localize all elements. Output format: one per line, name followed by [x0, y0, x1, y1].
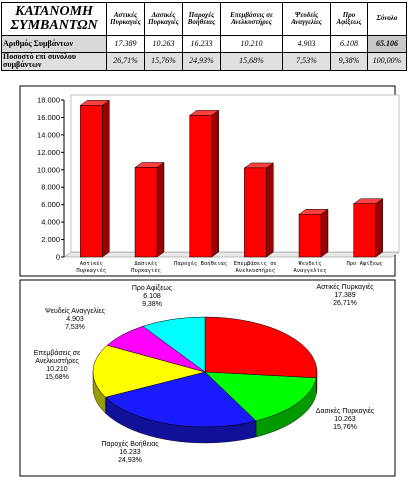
bar-side: [375, 198, 383, 258]
y-tick-label: 16.000: [37, 113, 60, 122]
pie-label-share: 26,71%: [333, 300, 357, 308]
pie-label: Παροχές Βοήθειας 16.233 24,93%: [85, 441, 175, 465]
pie-label: Αστικές Πυρκαγιές 17.389 26,71%: [300, 284, 390, 308]
pie-label-share: 15,68%: [45, 374, 69, 382]
x-tick-label: Αστικές Πυρκαγιές: [76, 261, 107, 274]
table-cell: 9,38%: [330, 52, 368, 71]
bar-front: [80, 105, 103, 258]
y-tick-label: 14.000: [37, 130, 60, 139]
bar: [298, 208, 329, 258]
table-cell: 100,00%: [367, 52, 407, 71]
row-header: Αριθμός Συμβάντων: [1, 35, 107, 53]
pie-slice: [204, 371, 317, 422]
table-cell: 24,93%: [182, 52, 221, 71]
pie-label-value: 16.233: [119, 449, 141, 457]
pie-label-value: 17.389: [334, 292, 356, 300]
pie-label-name: Δασικές Πυρκαγιές: [315, 408, 375, 415]
pie-label: Δασικές Πυρκαγιές 10.263 15,76%: [300, 408, 390, 432]
pie-label-share: 7,53%: [65, 324, 85, 332]
bar-front: [134, 167, 158, 258]
x-tick-label: Προ Αφίξεως: [346, 261, 383, 267]
y-tick-label: 10.000: [37, 165, 60, 174]
y-tick-label: 4.000: [41, 218, 60, 227]
pie-label: Ψευδείς Αναγγελίες 4.903 7,53%: [30, 308, 120, 332]
x-tick-label: Δασικές Πυρκαγιές: [131, 261, 161, 274]
y-tick-label: 12.000: [37, 148, 60, 157]
pie-label-name: Παροχές Βοήθειας: [101, 441, 159, 448]
bar-side: [102, 99, 110, 258]
table-cell: Αστικές Πυρκαγιές: [106, 2, 145, 36]
pie-label-name: Προ Αφίξεως: [131, 285, 173, 292]
bar-side: [156, 161, 165, 258]
pie-label-value: 4.903: [66, 316, 84, 324]
floor: [63, 251, 400, 258]
bar-front: [244, 167, 267, 258]
table-cell: Ψευδείς Αναγγελίες: [282, 2, 331, 36]
table-cell: 10.210: [220, 35, 283, 53]
row-header: ΚΑΤΑΝΟΜΗ ΣΥΜΒΑΝΤΩΝ: [1, 2, 107, 36]
pie-slice: [92, 344, 206, 398]
bar-side: [320, 208, 329, 258]
table-cell: 15,76%: [144, 52, 183, 71]
pie-label-name: Αστικές Πυρκαγιές: [316, 284, 374, 291]
y-tick-label: 6.000: [41, 200, 60, 209]
pie-label-name: Επεμβάσεις σε Ανελκυστήρες: [33, 350, 81, 366]
bar: [188, 109, 220, 258]
pie-slice: [142, 316, 206, 373]
x-tick-label: Επεμβάσεις σε Ανελκυστήρες: [233, 261, 277, 274]
back-wall: [70, 94, 400, 253]
x-tick-label: Ψευδείς Αναγγελίες: [293, 261, 327, 274]
y-tick-label: 2.000: [41, 235, 60, 244]
y-tick-label: 18.000: [37, 96, 60, 105]
table-cell: 26,71%: [106, 52, 145, 71]
x-tick-label: Παροχές Βοήθειας: [174, 261, 228, 267]
bar-side: [211, 109, 219, 258]
bar: [243, 162, 275, 258]
table-row: Ποσοστό επί συνόλου συμβάντων 26,71% 15,76…: [1, 52, 407, 71]
bar: [352, 198, 384, 258]
pie-label-value: 10.263: [334, 416, 356, 424]
pie-label: Προ Αφίξεως 6.108 9,38%: [107, 285, 197, 309]
table-cell: 65.106: [367, 35, 407, 53]
pie-label-share: 9,38%: [142, 301, 162, 309]
bar-front: [353, 203, 376, 258]
table-row: ΚΑΤΑΝΟΜΗ ΣΥΜΒΑΝΤΩΝ Αστικές Πυρκαγιές Δασικ…: [1, 2, 407, 36]
table-cell: Επεμβάσεις σε Ανελκυστήρες: [220, 2, 283, 36]
pie-slice: [204, 316, 318, 379]
pie-label-value: 10.210: [46, 366, 68, 374]
bar-front: [298, 213, 322, 258]
bar-side: [266, 162, 274, 258]
table-cell: 7,53%: [282, 52, 331, 71]
bar: [79, 99, 111, 258]
pie-label-share: 15,76%: [333, 424, 357, 432]
summary-table: ΚΑΤΑΝΟΜΗ ΣΥΜΒΑΝΤΩΝ Αστικές Πυρκαγιές Δασικ…: [1, 2, 407, 71]
pie-label: Επεμβάσεις σε Ανελκυστήρες 10.210 15,68%: [12, 350, 102, 382]
pie-slice: [105, 371, 257, 428]
pie-label-name: Ψευδείς Αναγγελίες: [44, 308, 106, 315]
bar: [134, 161, 165, 258]
table-cell: 10.263: [144, 35, 183, 53]
y-tick-label: 0: [56, 253, 60, 262]
pie-label-value: 6.108: [143, 293, 161, 301]
bar-front: [189, 115, 212, 258]
y-tick-label: 8.000: [41, 183, 60, 192]
pie-label-share: 24,93%: [118, 457, 142, 465]
table-row: Αριθμός Συμβάντων 17.389 10.263 16.233 10.21…: [1, 35, 407, 53]
table-cell: Σύνολο: [367, 2, 407, 36]
